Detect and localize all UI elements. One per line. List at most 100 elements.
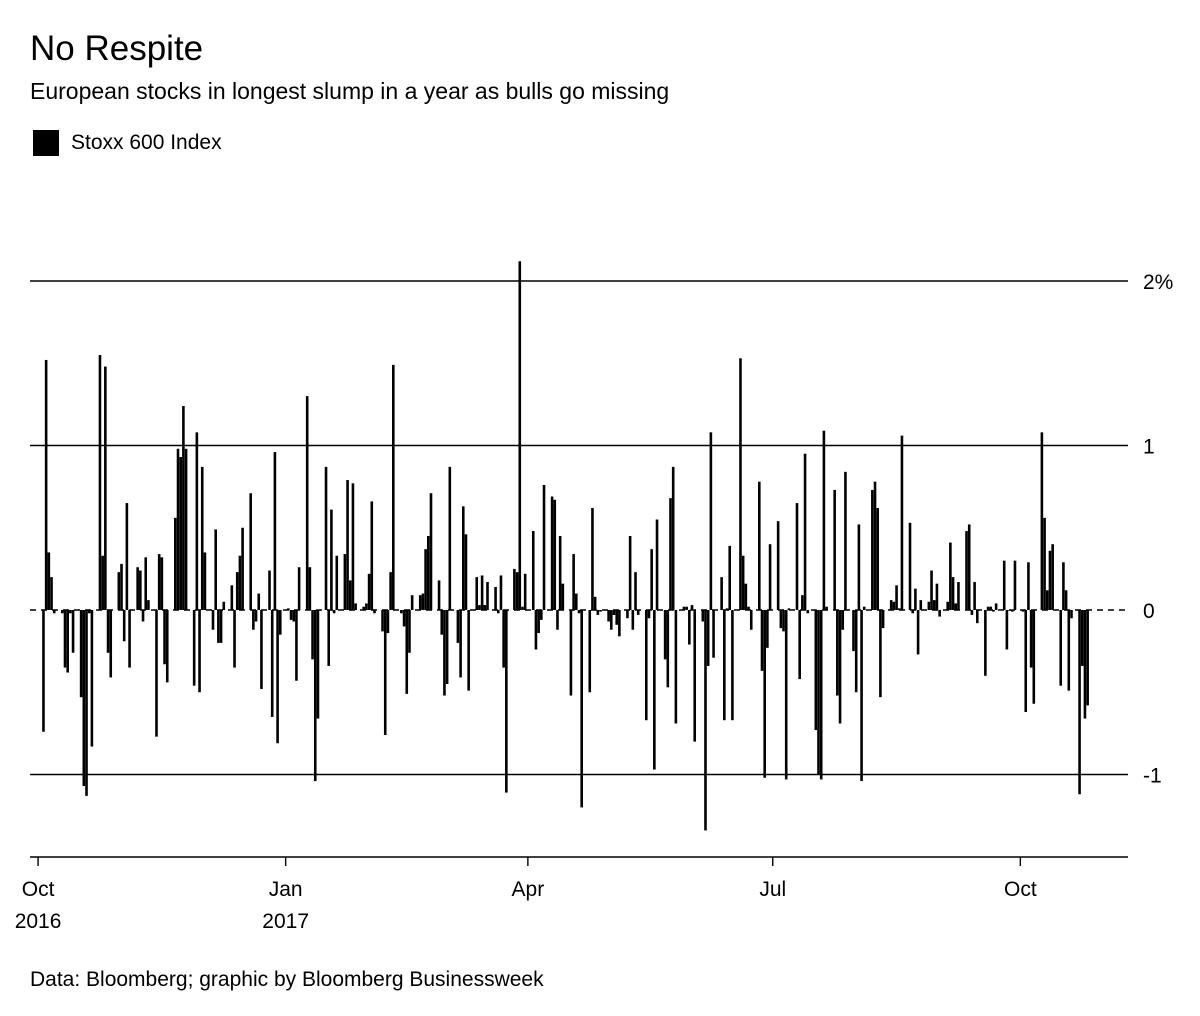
bar (631, 610, 635, 630)
bar (165, 610, 169, 683)
bar (85, 610, 88, 796)
bar (784, 610, 788, 780)
bar (806, 610, 810, 614)
bar (386, 610, 390, 634)
bar (459, 610, 462, 678)
bar (238, 555, 242, 610)
bar (144, 557, 148, 610)
bar (184, 448, 188, 610)
bar (758, 481, 761, 610)
bar (558, 535, 562, 610)
bar (211, 610, 215, 630)
bar (553, 499, 557, 610)
bar (932, 600, 936, 610)
bar (572, 554, 575, 610)
bar (1059, 610, 1063, 686)
bar (66, 610, 69, 673)
bar (542, 484, 546, 610)
bar (276, 610, 279, 744)
bar (429, 493, 433, 610)
bar (233, 610, 236, 668)
bar (871, 489, 874, 610)
legend: Stoxx 600 Index (33, 130, 222, 156)
bar (599, 610, 602, 612)
bar (297, 567, 301, 610)
bar (965, 531, 968, 610)
bar (618, 610, 621, 637)
x-axis: Oct 2016 Jan 2017 Apr Jul Oct (15, 856, 1128, 933)
bar (580, 610, 583, 808)
y-tick-label: -1 (1143, 765, 1162, 788)
bar (970, 610, 974, 615)
legend-label: Stoxx 600 Index (71, 131, 222, 154)
bar (421, 593, 425, 610)
bar (1029, 610, 1033, 668)
bar (949, 542, 952, 610)
bar (157, 554, 161, 610)
bar (798, 610, 801, 680)
bar (876, 508, 880, 610)
bar (561, 583, 565, 610)
chart-title: No Respite (30, 29, 204, 68)
bar (819, 610, 823, 780)
bar (650, 549, 653, 610)
bar (252, 610, 255, 630)
bar (628, 535, 632, 610)
bar (354, 603, 357, 610)
bar (930, 570, 933, 610)
bar (986, 606, 990, 610)
bar (728, 545, 732, 610)
bar (720, 577, 723, 610)
bar (779, 610, 783, 629)
bar (50, 577, 53, 610)
bar (857, 524, 861, 610)
bar (892, 601, 896, 610)
bar (257, 593, 261, 610)
bar (897, 608, 901, 610)
bar (693, 610, 697, 742)
x-tick-label: Oct (22, 878, 55, 901)
bar (249, 493, 252, 610)
bar (833, 489, 836, 610)
bar (626, 610, 629, 619)
bar (685, 606, 688, 610)
bar (332, 610, 336, 614)
bar (550, 496, 554, 610)
bar (1048, 550, 1052, 610)
bar (523, 573, 527, 610)
bar (440, 610, 444, 635)
bar (1062, 562, 1065, 610)
bar (235, 572, 239, 610)
bar (155, 610, 158, 737)
bar (671, 466, 675, 610)
bar (370, 501, 374, 610)
bar (335, 555, 339, 610)
bar (383, 610, 387, 736)
bar (537, 610, 540, 634)
bar (1070, 610, 1073, 619)
bar (496, 610, 500, 614)
bar (1005, 610, 1009, 650)
bar (817, 610, 820, 775)
bar (744, 583, 748, 610)
bar (287, 608, 290, 610)
bar (82, 610, 86, 787)
bar (992, 610, 995, 612)
bar (701, 610, 705, 622)
bar (365, 603, 368, 610)
bar (461, 506, 465, 610)
bar (844, 471, 847, 610)
bar (203, 552, 207, 610)
bar (900, 435, 904, 610)
bar (1008, 610, 1011, 611)
bar (502, 610, 505, 668)
bar (938, 610, 941, 617)
bar (1002, 560, 1006, 610)
bar (44, 359, 48, 610)
bar (109, 610, 113, 678)
bar (540, 610, 543, 620)
bar (464, 534, 468, 610)
bar (136, 567, 139, 610)
bar (98, 355, 102, 610)
